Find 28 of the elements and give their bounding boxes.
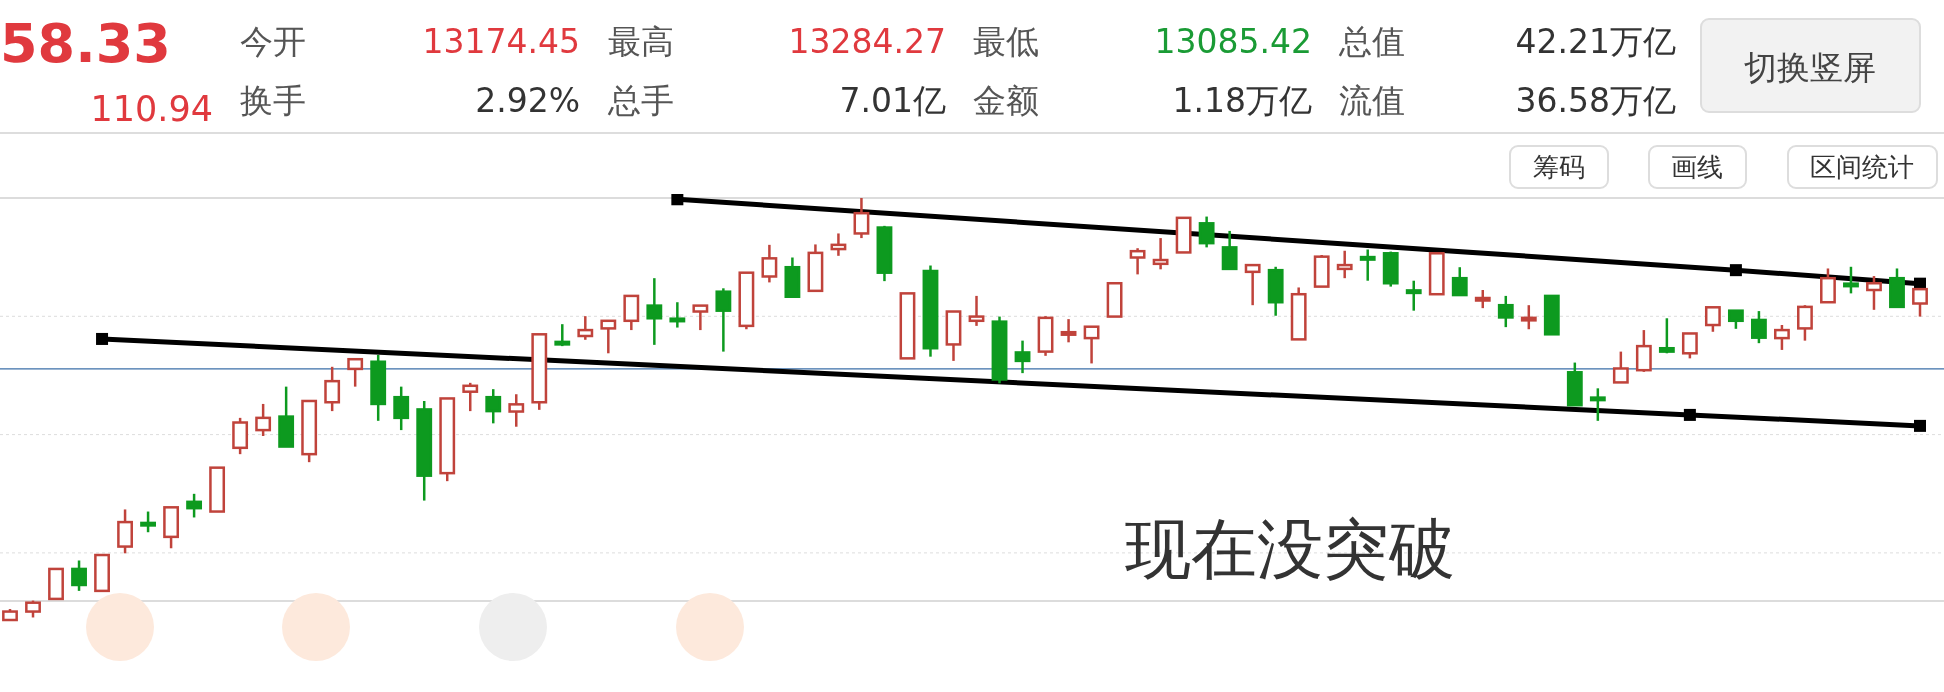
annotation: 总手: [608, 80, 674, 120]
annotation: 筹码: [1533, 152, 1585, 182]
point: [1683, 408, 1696, 421]
annotation: 110.94: [90, 89, 213, 129]
annotation: 最高: [608, 21, 674, 61]
annotation: 画线: [1671, 152, 1723, 182]
point: [1914, 419, 1926, 432]
annotation: 7.01亿: [839, 80, 946, 120]
annotation: 1.18万亿: [1172, 80, 1312, 120]
annotation: 流值: [1339, 80, 1405, 120]
point: [96, 332, 109, 345]
annotation: 58.33: [0, 11, 171, 75]
annotation: 金额: [973, 80, 1039, 120]
annotation: 现在没突破: [1125, 510, 1455, 588]
point: [671, 194, 684, 206]
annotation: 13174.45: [422, 21, 580, 61]
annotation: 13085.42: [1154, 21, 1312, 61]
annotation: 2.92%: [475, 80, 580, 120]
annotation: 36.58万亿: [1515, 80, 1676, 120]
point: [1729, 264, 1742, 277]
annotation: 总值: [1339, 21, 1405, 61]
annotation: 区间统计: [1810, 152, 1914, 182]
annotation: 42.21万亿: [1515, 21, 1676, 61]
annotation: 今开: [240, 21, 306, 61]
annotation: 切换竖屏: [1744, 47, 1876, 87]
annotation: 换手: [240, 80, 306, 120]
annotation: 最低: [973, 21, 1039, 61]
annotation: 13284.27: [788, 21, 946, 61]
